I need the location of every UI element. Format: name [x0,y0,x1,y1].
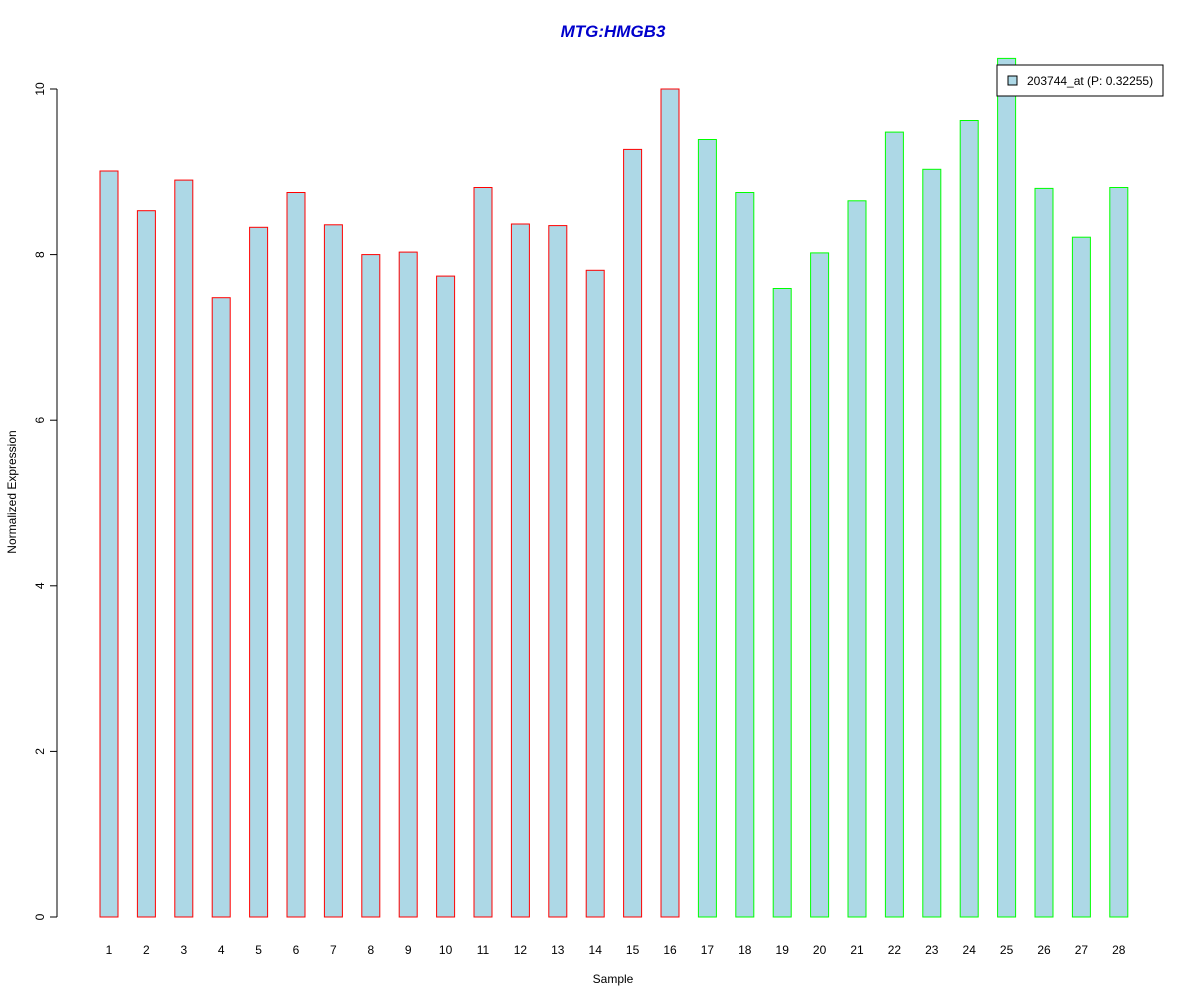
x-tick-label: 22 [888,943,902,957]
bar-sample-6 [286,192,306,918]
y-tick-label: 10 [33,82,47,96]
bar-sample-16 [660,88,680,918]
x-axis-title: Sample [593,972,634,986]
bar-sample-2 [136,210,156,918]
y-tick-label: 8 [33,251,47,258]
bar-sample-17 [697,139,717,918]
bar-sample-18 [735,192,755,918]
legend: 203744_at (P: 0.32255) [996,64,1164,97]
x-tick-label: 11 [477,943,490,957]
bar-sample-5 [249,226,269,918]
bar-sample-26 [1034,187,1054,918]
bars-group [99,57,1129,918]
legend-label: 203744_at (P: 0.32255) [1027,74,1153,88]
x-tick-label: 23 [925,943,939,957]
x-tick-label: 18 [738,943,752,957]
x-tick-label: 9 [405,943,412,957]
x-tick-label: 19 [776,943,790,957]
y-axis: 0 2 4 6 8 10 [33,82,58,920]
bar-sample-20 [810,252,830,918]
x-tick-label: 17 [701,943,715,957]
bar-sample-27 [1071,236,1091,918]
y-tick-label: 0 [33,913,47,920]
bar-sample-28 [1109,187,1129,918]
x-tick-label: 10 [439,943,453,957]
x-tick-label: 7 [330,943,337,957]
bar-sample-13 [548,225,568,918]
y-axis-title: Normalized Expression [5,430,19,553]
bar-sample-23 [922,168,942,918]
bar-sample-15 [623,148,643,918]
x-tick-label: 13 [551,943,565,957]
x-tick-label: 12 [514,943,528,957]
chart-title: MTG:HMGB3 [561,22,666,41]
bar-sample-1 [99,170,119,918]
bar-sample-3 [174,179,194,918]
y-tick-label: 2 [33,748,47,755]
bar-sample-24 [959,120,979,918]
x-tick-labels: 1 2 3 4 5 6 7 8 9 10 11 12 13 14 15 16 17 18 19 20 21 22 23 24 2… [106,943,1126,957]
bar-sample-14 [585,269,605,918]
bar-sample-9 [398,251,418,918]
x-tick-label: 2 [143,943,150,957]
x-tick-label: 1 [106,943,113,957]
bar-sample-12 [510,223,530,918]
bar-sample-7 [323,224,343,918]
bar-sample-22 [884,131,904,918]
x-tick-label: 15 [626,943,640,957]
x-tick-label: 6 [293,943,300,957]
legend-box [996,64,1164,97]
y-tick-label: 6 [33,417,47,424]
y-tick-label: 4 [33,582,47,589]
x-tick-label: 5 [255,943,262,957]
x-tick-label: 16 [663,943,677,957]
bar-sample-4 [211,297,231,918]
bar-sample-10 [436,275,456,918]
x-tick-label: 4 [218,943,225,957]
legend-swatch [1007,75,1018,86]
bar-sample-8 [361,254,381,918]
x-tick-label: 21 [850,943,864,957]
x-tick-label: 14 [589,943,603,957]
x-tick-label: 20 [813,943,827,957]
x-tick-label: 25 [1000,943,1014,957]
bar-sample-25 [997,57,1017,918]
bar-sample-21 [847,200,867,918]
x-tick-label: 28 [1112,943,1126,957]
x-tick-label: 8 [367,943,374,957]
x-tick-label: 24 [963,943,977,957]
x-tick-label: 3 [180,943,187,957]
bar-sample-11 [473,187,493,918]
x-tick-label: 26 [1037,943,1051,957]
x-tick-label: 27 [1075,943,1089,957]
bar-sample-19 [772,288,792,918]
